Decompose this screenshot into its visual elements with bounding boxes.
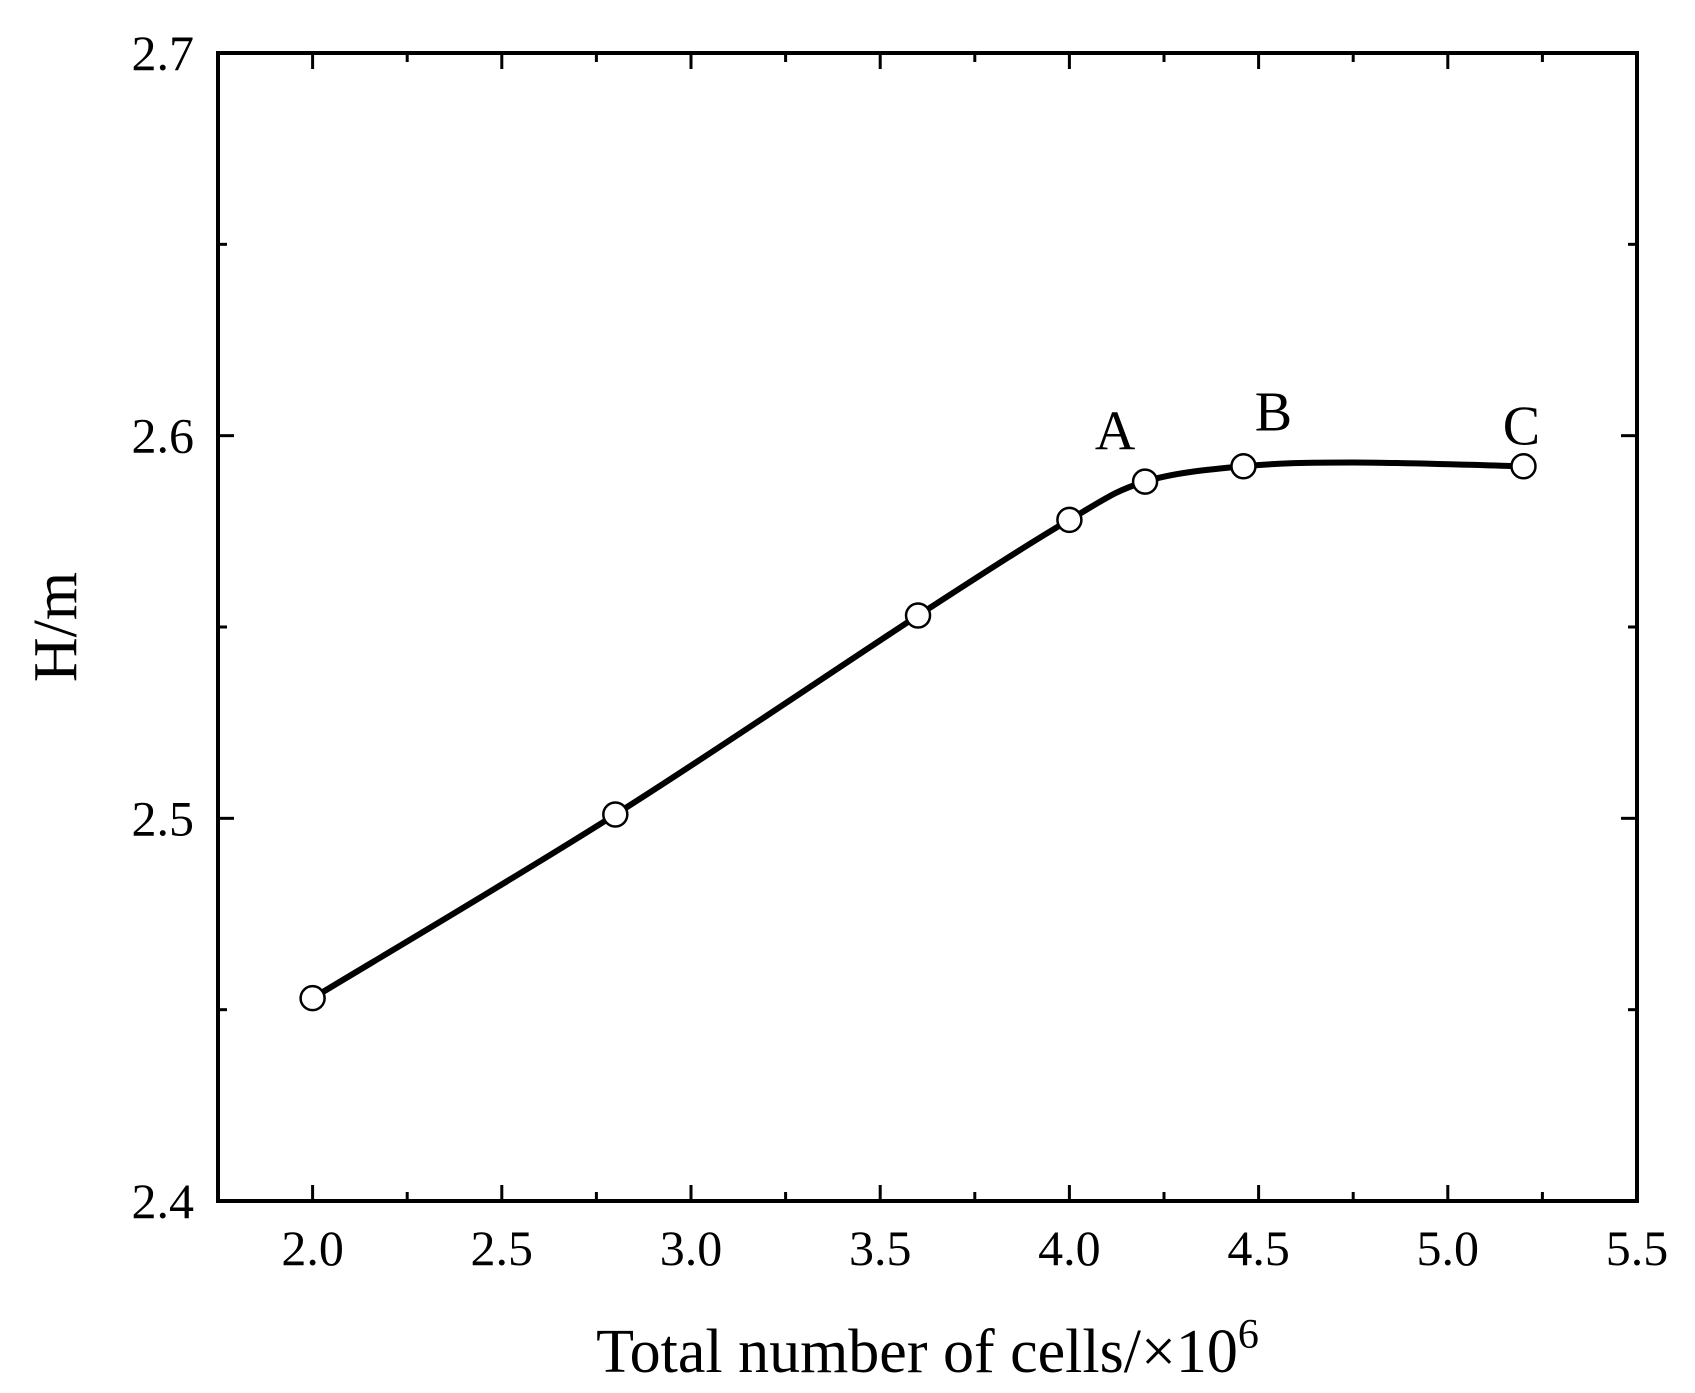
series-layer [299, 453, 1537, 1012]
x-tick-label: 5.0 [1417, 1220, 1480, 1276]
data-point-marker [1510, 453, 1537, 480]
labels-layer: 2.0 2.5 3.0 3.5 4.0 4.5 5.0 5.5 2.4 2.5 2.6 2.7 Tota… [22, 25, 1668, 1386]
data-point-marker [1056, 506, 1083, 534]
x-tick-label: 2.5 [471, 1220, 534, 1276]
data-point-marker [602, 801, 629, 828]
x-tick-label: 5.5 [1606, 1220, 1669, 1276]
data-point-marker [1230, 453, 1257, 480]
y-axis-title: H/m [22, 572, 90, 682]
x-axis-title-superscript: 6 [1238, 1312, 1259, 1358]
y-tick-label: 2.6 [132, 408, 195, 464]
y-tick-label: 2.4 [132, 1173, 195, 1229]
data-point-marker [1131, 468, 1159, 495]
axes [216, 51, 1639, 1203]
y-tick-label: 2.5 [132, 790, 195, 846]
point-label-b: B [1255, 381, 1292, 443]
data-point-marker [904, 602, 932, 629]
point-label-c: C [1503, 395, 1540, 457]
series-line [311, 459, 1524, 1001]
point-label-a: A [1095, 401, 1136, 463]
x-tick-label: 4.5 [1227, 1220, 1290, 1276]
x-tick-label: 3.0 [660, 1220, 723, 1276]
data-point-marker [299, 984, 326, 1012]
plot-frame [216, 51, 1639, 1203]
x-tick-label: 4.0 [1038, 1220, 1101, 1276]
x-axis-title: Total number of cells/×106 [596, 1312, 1259, 1386]
x-tick-label: 2.0 [281, 1220, 344, 1276]
y-tick-label: 2.7 [132, 25, 195, 81]
x-tick-label: 3.5 [849, 1220, 912, 1276]
